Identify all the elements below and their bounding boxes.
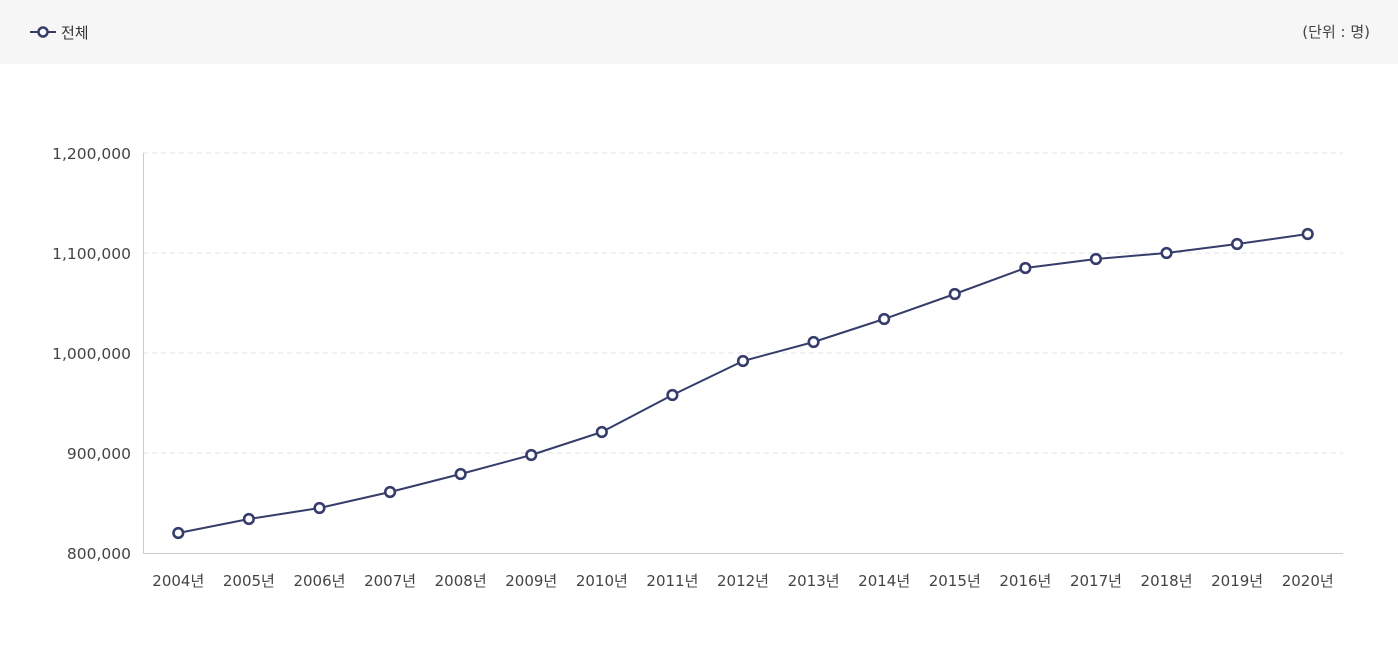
- data-point: [172, 526, 185, 540]
- x-tick-label: 2006년: [293, 572, 345, 590]
- x-tick-label: 2014년: [858, 572, 910, 590]
- y-tick-label: 900,000: [67, 445, 131, 463]
- x-tick-label: 2016년: [999, 572, 1051, 590]
- x-tick-label: 2008년: [435, 572, 487, 590]
- x-tick-label: 2005년: [223, 572, 275, 590]
- legend-bar: 전체 (단위 : 명): [0, 0, 1398, 64]
- data-point: [1089, 252, 1103, 266]
- y-tick-label: 1,000,000: [52, 345, 131, 363]
- data-point: [1231, 237, 1244, 251]
- x-tick-label: 2018년: [1141, 572, 1193, 590]
- unit-label: (단위 : 명): [1302, 23, 1370, 41]
- data-point: [242, 512, 255, 526]
- x-tick-label: 2011년: [646, 572, 698, 590]
- data-point: [525, 448, 538, 462]
- x-tick-label: 2004년: [152, 572, 204, 590]
- x-tick-label: 2007년: [364, 572, 416, 590]
- x-tick-label: 2010년: [576, 572, 628, 590]
- data-point: [1160, 246, 1173, 260]
- x-tick-label: 2012년: [717, 572, 769, 590]
- x-tick-label: 2017년: [1070, 572, 1122, 590]
- legend-label: 전체: [61, 23, 89, 42]
- data-point: [595, 425, 608, 439]
- series-line: [178, 233, 1308, 534]
- legend-item-total[interactable]: 전체: [30, 20, 89, 44]
- data-point: [878, 312, 891, 326]
- data-point: [1301, 227, 1314, 241]
- y-tick-label: 1,200,000: [52, 145, 131, 163]
- data-point: [807, 335, 820, 349]
- x-tick-label: 2013년: [788, 572, 840, 590]
- x-tick-label: 2009년: [505, 572, 557, 590]
- circle-marker-line-icon: [30, 26, 56, 38]
- data-point: [454, 467, 467, 481]
- data-point: [383, 485, 397, 499]
- data-point: [736, 354, 750, 368]
- data-point: [948, 287, 961, 301]
- data-point: [1019, 261, 1032, 275]
- y-tick-label: 800,000: [67, 545, 131, 563]
- x-tick-label: 2020년: [1282, 572, 1334, 590]
- data-point: [313, 501, 326, 515]
- x-tick-label: 2019년: [1211, 572, 1263, 590]
- x-tick-label: 2015년: [929, 572, 981, 590]
- y-tick-label: 1,100,000: [52, 245, 131, 263]
- data-point: [666, 388, 679, 402]
